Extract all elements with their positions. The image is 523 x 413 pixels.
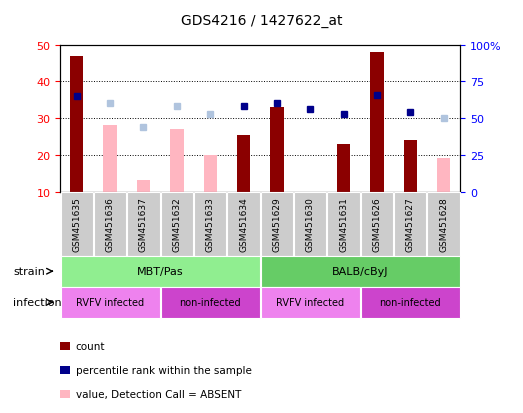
Text: GSM451634: GSM451634 bbox=[239, 197, 248, 252]
Bar bbox=[404, 141, 417, 192]
Bar bbox=[337, 145, 350, 192]
Text: infection: infection bbox=[13, 297, 62, 308]
Text: GSM451633: GSM451633 bbox=[206, 197, 214, 252]
Text: GSM451627: GSM451627 bbox=[406, 197, 415, 252]
Text: GSM451630: GSM451630 bbox=[306, 197, 315, 252]
Text: count: count bbox=[76, 341, 105, 351]
Bar bbox=[270, 108, 283, 192]
Text: BALB/cByJ: BALB/cByJ bbox=[332, 266, 389, 277]
Bar bbox=[70, 57, 84, 192]
Bar bbox=[170, 130, 184, 192]
Bar bbox=[104, 126, 117, 192]
Bar bbox=[237, 135, 250, 192]
Bar bbox=[437, 159, 450, 192]
Text: GSM451636: GSM451636 bbox=[106, 197, 115, 252]
Text: RVFV infected: RVFV infected bbox=[276, 297, 344, 308]
Text: value, Detection Call = ABSENT: value, Detection Call = ABSENT bbox=[76, 389, 241, 399]
Text: non-infected: non-infected bbox=[179, 297, 241, 308]
Text: GSM451631: GSM451631 bbox=[339, 197, 348, 252]
Text: GSM451635: GSM451635 bbox=[72, 197, 81, 252]
Text: GDS4216 / 1427622_at: GDS4216 / 1427622_at bbox=[181, 14, 342, 28]
Text: non-infected: non-infected bbox=[379, 297, 441, 308]
Text: MBT/Pas: MBT/Pas bbox=[137, 266, 184, 277]
Text: GSM451628: GSM451628 bbox=[439, 197, 448, 252]
Text: GSM451637: GSM451637 bbox=[139, 197, 148, 252]
Text: RVFV infected: RVFV infected bbox=[76, 297, 144, 308]
Text: GSM451629: GSM451629 bbox=[272, 197, 281, 252]
Bar bbox=[137, 181, 150, 192]
Text: percentile rank within the sample: percentile rank within the sample bbox=[76, 365, 252, 375]
Text: GSM451632: GSM451632 bbox=[173, 197, 181, 252]
Bar bbox=[203, 155, 217, 192]
Text: GSM451626: GSM451626 bbox=[372, 197, 381, 252]
Bar bbox=[370, 53, 383, 192]
Text: strain: strain bbox=[13, 266, 45, 277]
